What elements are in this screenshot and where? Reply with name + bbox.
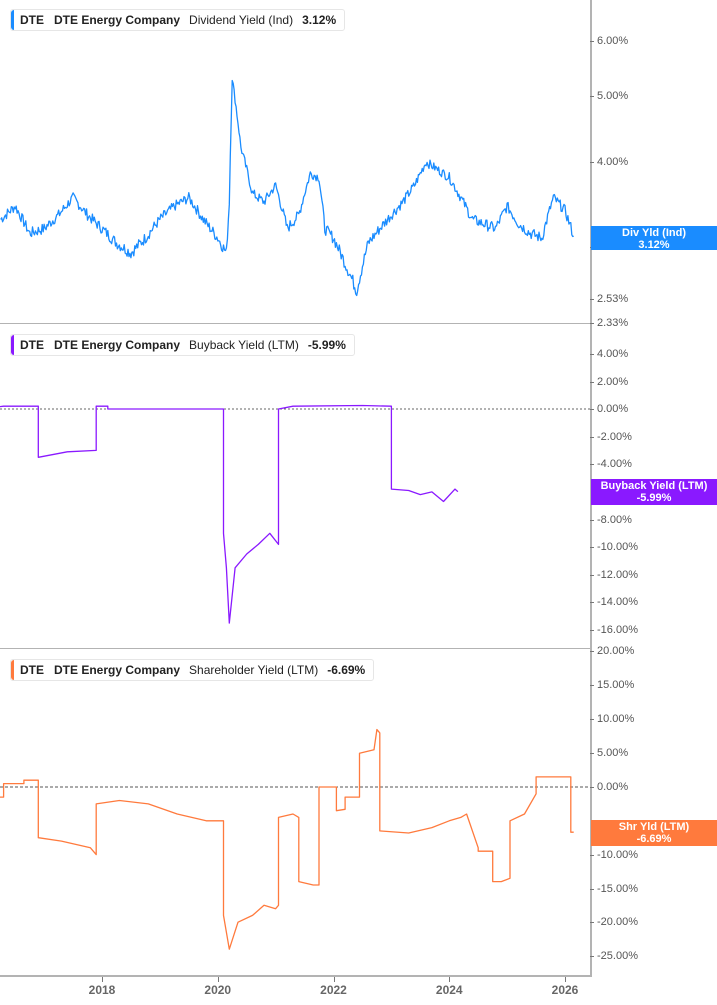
x-tick-mark (217, 977, 219, 982)
chart-plot-area (0, 79, 590, 950)
x-tick-mark (333, 977, 335, 982)
x-tick-mark (102, 977, 103, 982)
y-tick-mark (590, 855, 594, 856)
y-tick-label: 0.00% (597, 403, 629, 415)
x-tick-label: 2024 (435, 983, 463, 997)
value-tag-buyback-yield: Buyback Yield (LTM) -5.99% (591, 479, 717, 505)
x-tick-mark (449, 977, 451, 982)
legend-shareholder-yield[interactable]: DTE DTE Energy Company Shareholder Yield… (10, 659, 375, 681)
panel-separator-2 (0, 648, 590, 649)
y-tick-mark (590, 382, 594, 383)
y-tick-mark (590, 41, 594, 42)
y-tick-label: 4.00% (597, 156, 629, 168)
legend-metric: Shareholder Yield (LTM) (189, 663, 319, 677)
x-tick-label: 2020 (204, 983, 232, 997)
series-color-bar (11, 10, 14, 30)
y-tick-mark (590, 651, 594, 652)
legend-value: 3.12% (302, 13, 337, 27)
y-tick-label: 10.00% (597, 713, 635, 725)
shareholder-yield-line (0, 728, 574, 950)
y-tick-label: 4.00% (597, 348, 629, 360)
y-tick-label: 20.00% (597, 645, 635, 657)
legend-metric: Buyback Yield (LTM) (189, 338, 299, 352)
y-tick-label: 0.00% (597, 781, 629, 793)
y-tick-label: 2.33% (597, 317, 629, 329)
y-tick-mark (590, 630, 594, 631)
y-tick-label: 15.00% (597, 679, 635, 691)
y-tick-mark (590, 464, 594, 465)
tag-value: 3.12% (638, 239, 670, 251)
y-tick-mark (590, 575, 594, 576)
y-tick-mark (590, 409, 594, 410)
y-tick-label: 5.00% (597, 90, 629, 102)
legend-metric: Dividend Yield (Ind) (189, 13, 294, 27)
tag-label: Buyback Yield (LTM) (600, 480, 708, 492)
y-tick-label: -4.00% (597, 458, 632, 470)
series-color-bar (11, 660, 14, 680)
y-tick-mark (590, 753, 594, 754)
y-tick-mark (590, 162, 594, 163)
y-tick-label: 2.00% (597, 376, 629, 388)
y-tick-label: -20.00% (597, 916, 638, 928)
y-tick-mark (590, 685, 594, 686)
y-tick-label: -8.00% (597, 514, 632, 526)
y-tick-label: -10.00% (597, 541, 638, 553)
tag-label: Shr Yld (LTM) (618, 821, 690, 833)
value-tag-shareholder-yield: Shr Yld (LTM) -6.69% (591, 820, 717, 846)
legend-company: DTE Energy Company (54, 13, 181, 27)
legend-company: DTE Energy Company (54, 338, 181, 352)
y-tick-mark (590, 719, 594, 720)
legend-dividend-yield[interactable]: DTE DTE Energy Company Dividend Yield (I… (10, 9, 346, 31)
panel-separator-1 (0, 323, 590, 324)
tag-value: -6.69% (636, 833, 672, 845)
legend-ticker: DTE (20, 663, 44, 677)
y-tick-label: 6.00% (597, 35, 629, 47)
y-tick-mark (590, 354, 594, 355)
x-tick-mark (565, 977, 566, 982)
y-tick-mark (590, 889, 594, 890)
y-tick-label: -10.00% (597, 849, 638, 861)
y-tick-label: 5.00% (597, 747, 629, 759)
legend-value: -6.69% (327, 663, 366, 677)
y-tick-mark (590, 299, 594, 300)
y-tick-label: -2.00% (597, 431, 632, 443)
legend-buyback-yield[interactable]: DTE DTE Energy Company Buyback Yield (LT… (10, 334, 355, 356)
legend-company: DTE Energy Company (54, 663, 181, 677)
y-tick-mark (590, 956, 594, 957)
tag-value: -5.99% (636, 492, 672, 504)
tag-label: Div Yld (Ind) (622, 227, 686, 239)
y-tick-label: -12.00% (597, 569, 638, 581)
legend-ticker: DTE (20, 13, 44, 27)
y-tick-label: -25.00% (597, 950, 638, 962)
series-color-bar (11, 335, 14, 355)
x-tick-label: 2018 (88, 983, 116, 997)
value-tag-dividend-yield: Div Yld (Ind) 3.12% (591, 226, 717, 251)
legend-value: -5.99% (307, 338, 346, 352)
legend-ticker: DTE (20, 338, 44, 352)
y-tick-label: -15.00% (597, 883, 638, 895)
x-tick-label: 2026 (551, 983, 579, 997)
y-tick-mark (590, 96, 594, 97)
y-tick-label: 2.53% (597, 293, 629, 305)
y-tick-mark (590, 323, 594, 324)
y-tick-mark (590, 787, 594, 788)
buyback-yield-line (0, 404, 459, 624)
y-tick-label: -16.00% (597, 624, 638, 636)
dividend-yield-line (0, 79, 574, 297)
y-tick-mark (590, 922, 594, 923)
x-axis-line (0, 975, 592, 977)
y-tick-mark (590, 437, 594, 438)
x-tick-label: 2022 (320, 983, 347, 997)
y-tick-mark (590, 602, 594, 603)
y-tick-mark (590, 520, 594, 521)
y-tick-mark (590, 547, 594, 548)
y-tick-label: -14.00% (597, 596, 638, 608)
